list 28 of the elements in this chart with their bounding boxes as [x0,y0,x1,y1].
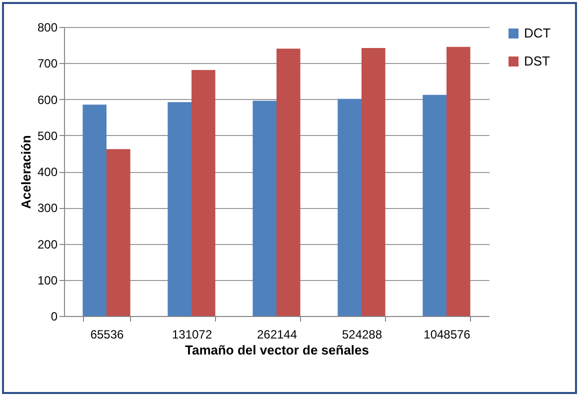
bar [82,104,106,316]
bar [106,149,130,316]
x-tick-label: 65536 [90,328,124,342]
y-tick-label: 700 [37,56,58,71]
y-tick-label: 300 [37,201,58,216]
y-tick-label: 0 [50,310,58,324]
y-tick-label: 400 [37,165,58,179]
x-tick-label: 262144 [256,328,298,342]
bar [338,98,362,316]
y-tick-label: 600 [37,92,58,107]
bar [446,46,470,316]
x-tick-label: 524288 [342,328,382,342]
bar [168,102,192,316]
x-tick-label: 131072 [172,328,212,342]
y-tick-label: 500 [37,128,58,143]
bar [362,48,386,316]
bar [422,94,446,316]
y-tick-label: 200 [37,237,58,252]
y-axis-title: Aceleración [18,135,34,209]
legend-label: DCT [524,26,551,40]
bar [276,48,300,316]
y-tick-label: 100 [37,273,58,288]
x-axis-title: Tamaño del vector de señales [185,342,369,358]
y-tick-label: 800 [37,20,58,34]
bar [192,70,216,316]
bar [252,100,276,316]
x-tick-label: 1048576 [424,328,471,342]
legend-label: DST [524,54,550,68]
